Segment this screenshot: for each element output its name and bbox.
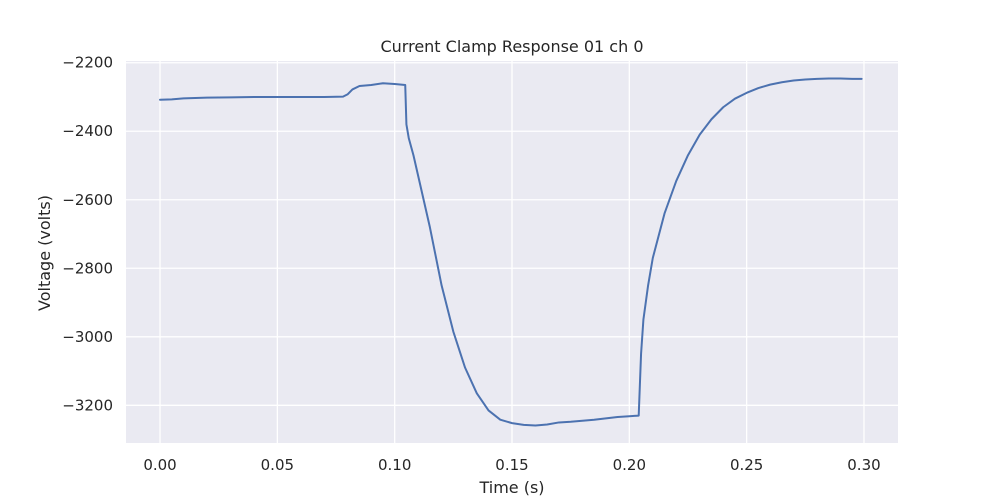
x-axis-ticks: 0.00 0.05 0.10 0.15 0.20 0.25 0.30 (143, 456, 880, 474)
y-tick-label: −2200 (62, 54, 113, 72)
y-axis-title: Voltage (volts) (35, 195, 54, 311)
x-tick-label: 0.00 (143, 456, 176, 474)
x-tick-label: 0.30 (847, 456, 880, 474)
x-tick-label: 0.25 (730, 456, 763, 474)
x-axis-title: Time (s) (478, 478, 544, 497)
y-tick-label: −3000 (62, 328, 113, 346)
series-layer (159, 77, 863, 427)
x-tick-label: 0.20 (613, 456, 646, 474)
grid-lines (126, 61, 898, 443)
y-axis-ticks: −3200 −3000 −2800 −2600 −2400 −2200 (62, 54, 113, 415)
y-tick-label: −2600 (62, 191, 113, 209)
y-tick-label: −2400 (62, 122, 113, 140)
x-tick-label: 0.05 (261, 456, 294, 474)
x-tick-label: 0.15 (495, 456, 528, 474)
chart-title: Current Clamp Response 01 ch 0 (380, 37, 643, 56)
x-tick-label: 0.10 (378, 456, 411, 474)
y-tick-label: −3200 (62, 396, 113, 414)
voltage-series-line (159, 77, 863, 427)
y-tick-label: −2800 (62, 259, 113, 277)
